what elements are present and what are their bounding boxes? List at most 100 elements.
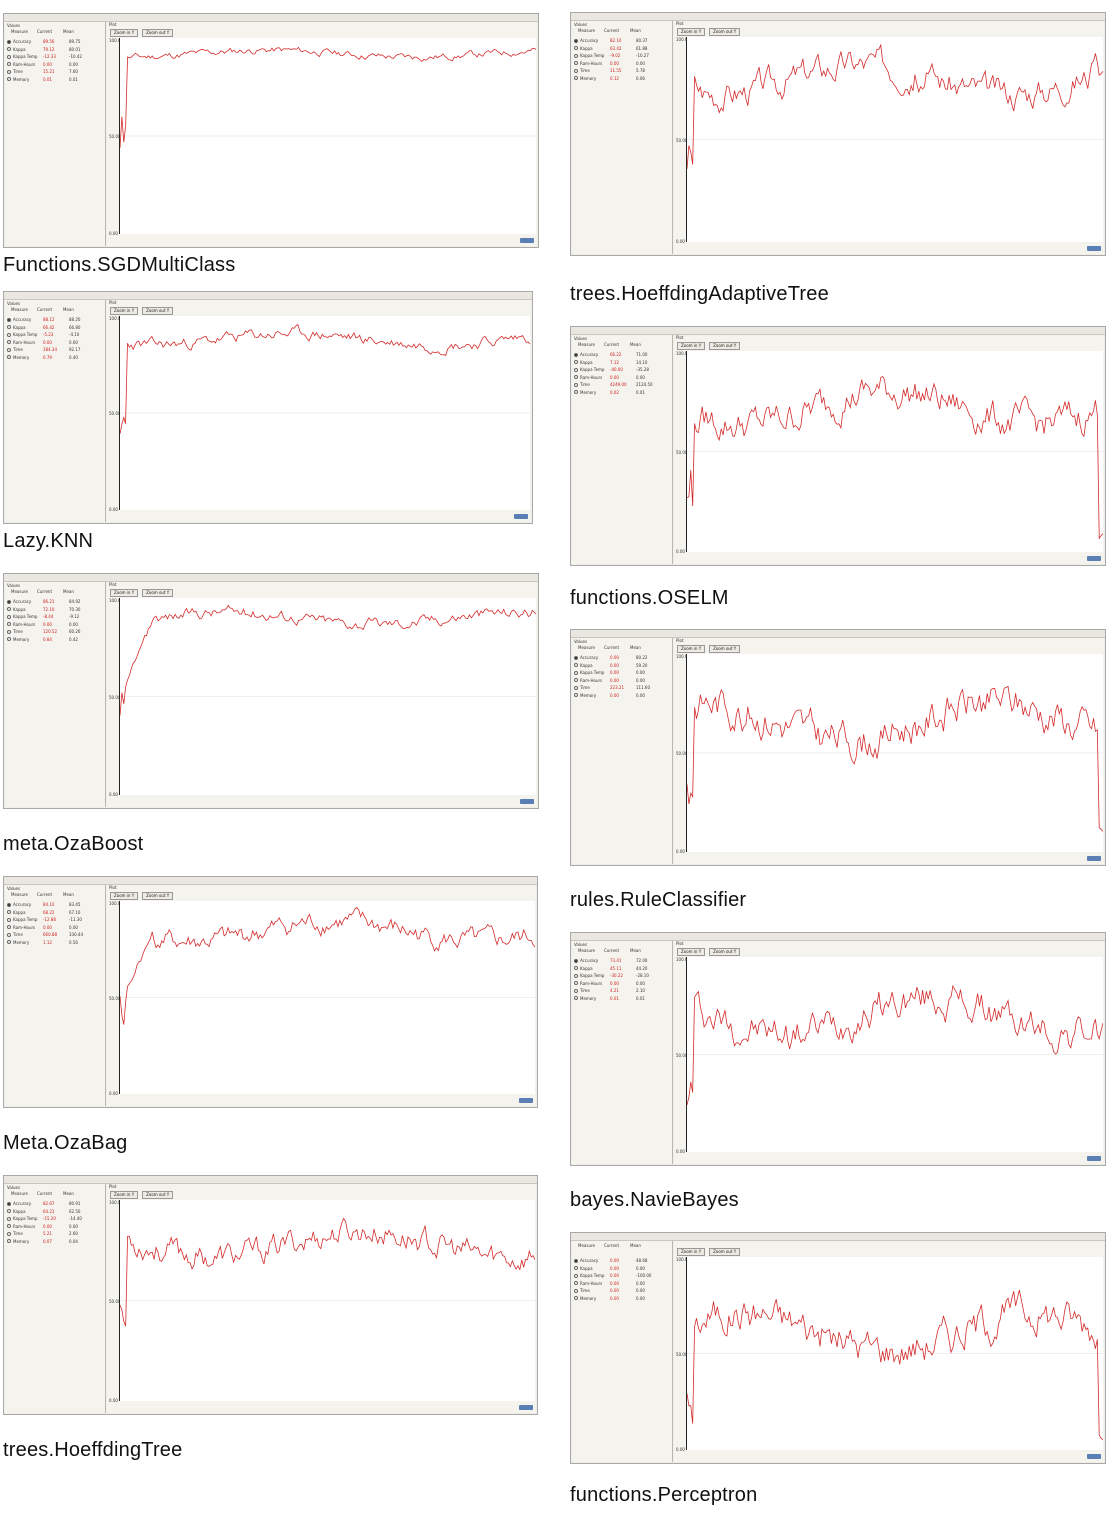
measure-row[interactable]: Kappa 66.42 66.80 [7, 324, 101, 332]
measure-radio[interactable] [7, 77, 11, 82]
zoom-in-button[interactable]: Zoom in Y [110, 1191, 139, 1199]
measure-radio[interactable] [7, 940, 11, 945]
measure-row[interactable]: Kappa Temp -12.33 -10.42 [7, 53, 101, 61]
window-controls-icon[interactable] [1087, 1156, 1101, 1161]
measure-radio[interactable] [7, 54, 11, 59]
measure-row[interactable]: Ram-Hours 0.00 0.00 [574, 60, 668, 68]
measure-radio[interactable] [574, 966, 578, 971]
measure-row[interactable]: Time 15.21 7.60 [7, 68, 101, 76]
measure-row[interactable]: Kappa Temp 0.00 0.00 [574, 669, 668, 677]
measure-row[interactable]: Ram-Hours 0.00 0.00 [7, 1223, 101, 1231]
measure-row[interactable]: Accuracy 88.12 88.20 [7, 316, 101, 324]
measure-radio[interactable] [7, 932, 11, 937]
zoom-in-button[interactable]: Zoom in Y [677, 645, 706, 653]
measure-row[interactable]: Kappa Temp -8.44 -9.12 [7, 613, 101, 621]
measure-radio[interactable] [574, 1281, 578, 1286]
zoom-out-button[interactable]: Zoom out Y [709, 1248, 741, 1256]
zoom-out-button[interactable]: Zoom out Y [709, 28, 741, 36]
zoom-out-button[interactable]: Zoom out Y [142, 892, 174, 900]
measure-radio[interactable] [7, 1231, 11, 1236]
measure-row[interactable]: Memory 0.12 0.06 [574, 75, 668, 83]
measure-radio[interactable] [7, 607, 11, 612]
measure-row[interactable]: Kappa 72.10 70.30 [7, 606, 101, 614]
zoom-out-button[interactable]: Zoom out Y [709, 948, 741, 956]
measure-row[interactable]: Ram-Hours 0.00 0.00 [7, 621, 101, 629]
measure-radio[interactable] [574, 996, 578, 1001]
measure-radio[interactable] [7, 340, 11, 345]
measure-row[interactable]: Ram-Hours 0.00 0.00 [7, 61, 101, 69]
measure-row[interactable]: Ram-Hours 0.00 0.00 [574, 374, 668, 382]
measure-radio[interactable] [574, 685, 578, 690]
measure-radio[interactable] [7, 910, 11, 915]
measure-row[interactable]: Memory 0.79 0.40 [7, 354, 101, 362]
measure-radio[interactable] [7, 1201, 11, 1206]
measure-radio[interactable] [574, 988, 578, 993]
measure-radio[interactable] [7, 62, 11, 67]
measure-row[interactable]: Memory 0.02 0.01 [574, 389, 668, 397]
measure-row[interactable]: Kappa 63.42 61.88 [574, 45, 668, 53]
window-controls-icon[interactable] [519, 1405, 533, 1410]
measure-row[interactable]: Time 0.00 0.00 [574, 1287, 668, 1295]
measure-radio[interactable] [574, 68, 578, 73]
zoom-in-button[interactable]: Zoom in Y [677, 28, 706, 36]
measure-radio[interactable] [7, 317, 11, 322]
measure-row[interactable]: Accuracy 73.41 72.00 [574, 957, 668, 965]
measure-row[interactable]: Time 120.52 60.26 [7, 628, 101, 636]
measure-row[interactable]: Ram-Hours 0.00 0.00 [574, 980, 668, 988]
measure-row[interactable]: Kappa Temp -5.23 -4.10 [7, 331, 101, 339]
measure-row[interactable]: Time 184.34 92.17 [7, 346, 101, 354]
measure-radio[interactable] [7, 332, 11, 337]
measure-radio[interactable] [7, 629, 11, 634]
measure-radio[interactable] [574, 375, 578, 380]
zoom-out-button[interactable]: Zoom out Y [142, 307, 174, 315]
measure-row[interactable]: Kappa 79.12 80.01 [7, 46, 101, 54]
measure-radio[interactable] [7, 69, 11, 74]
measure-row[interactable]: Kappa 0.00 59.20 [574, 662, 668, 670]
zoom-in-button[interactable]: Zoom in Y [110, 29, 139, 37]
measure-radio[interactable] [7, 917, 11, 922]
measure-radio[interactable] [7, 1209, 11, 1214]
window-controls-icon[interactable] [1087, 556, 1101, 561]
measure-row[interactable]: Kappa Temp -40.00 -35.28 [574, 366, 668, 374]
measure-row[interactable]: Time 223.21 111.60 [574, 684, 668, 692]
zoom-in-button[interactable]: Zoom in Y [677, 948, 706, 956]
measure-row[interactable]: Memory 0.84 0.42 [7, 636, 101, 644]
measure-radio[interactable] [574, 958, 578, 963]
measure-radio[interactable] [574, 53, 578, 58]
measure-row[interactable]: Accuracy 89.56 89.75 [7, 38, 101, 46]
measure-radio[interactable] [7, 355, 11, 360]
window-controls-icon[interactable] [1087, 1454, 1101, 1459]
zoom-in-button[interactable]: Zoom in Y [110, 892, 139, 900]
measure-radio[interactable] [574, 76, 578, 81]
measure-row[interactable]: Accuracy 0.00 80.22 [574, 654, 668, 662]
measure-radio[interactable] [574, 670, 578, 675]
window-controls-icon[interactable] [1087, 246, 1101, 251]
measure-radio[interactable] [574, 367, 578, 372]
measure-radio[interactable] [574, 46, 578, 51]
measure-row[interactable]: Ram-Hours 0.00 0.00 [574, 677, 668, 685]
measure-radio[interactable] [574, 973, 578, 978]
measure-row[interactable]: Time 660.88 330.44 [7, 931, 101, 939]
measure-row[interactable]: Kappa 64.21 62.50 [7, 1208, 101, 1216]
window-controls-icon[interactable] [520, 799, 534, 804]
measure-radio[interactable] [574, 360, 578, 365]
measure-radio[interactable] [7, 637, 11, 642]
zoom-in-button[interactable]: Zoom in Y [677, 1248, 706, 1256]
measure-radio[interactable] [574, 1296, 578, 1301]
measure-radio[interactable] [7, 39, 11, 44]
measure-radio[interactable] [7, 1224, 11, 1229]
measure-radio[interactable] [7, 599, 11, 604]
measure-row[interactable]: Ram-Hours 0.00 0.00 [7, 339, 101, 347]
measure-radio[interactable] [574, 663, 578, 668]
measure-row[interactable]: Memory 0.01 0.01 [7, 76, 101, 84]
measure-radio[interactable] [574, 693, 578, 698]
measure-radio[interactable] [574, 1266, 578, 1271]
zoom-out-button[interactable]: Zoom out Y [142, 29, 174, 37]
measure-radio[interactable] [574, 390, 578, 395]
measure-row[interactable]: Memory 0.00 0.00 [574, 1295, 668, 1303]
measure-radio[interactable] [7, 902, 11, 907]
measure-row[interactable]: Kappa Temp -30.22 -28.10 [574, 972, 668, 980]
measure-radio[interactable] [574, 981, 578, 986]
measure-radio[interactable] [574, 678, 578, 683]
measure-row[interactable]: Accuracy 0.00 48.68 [574, 1257, 668, 1265]
